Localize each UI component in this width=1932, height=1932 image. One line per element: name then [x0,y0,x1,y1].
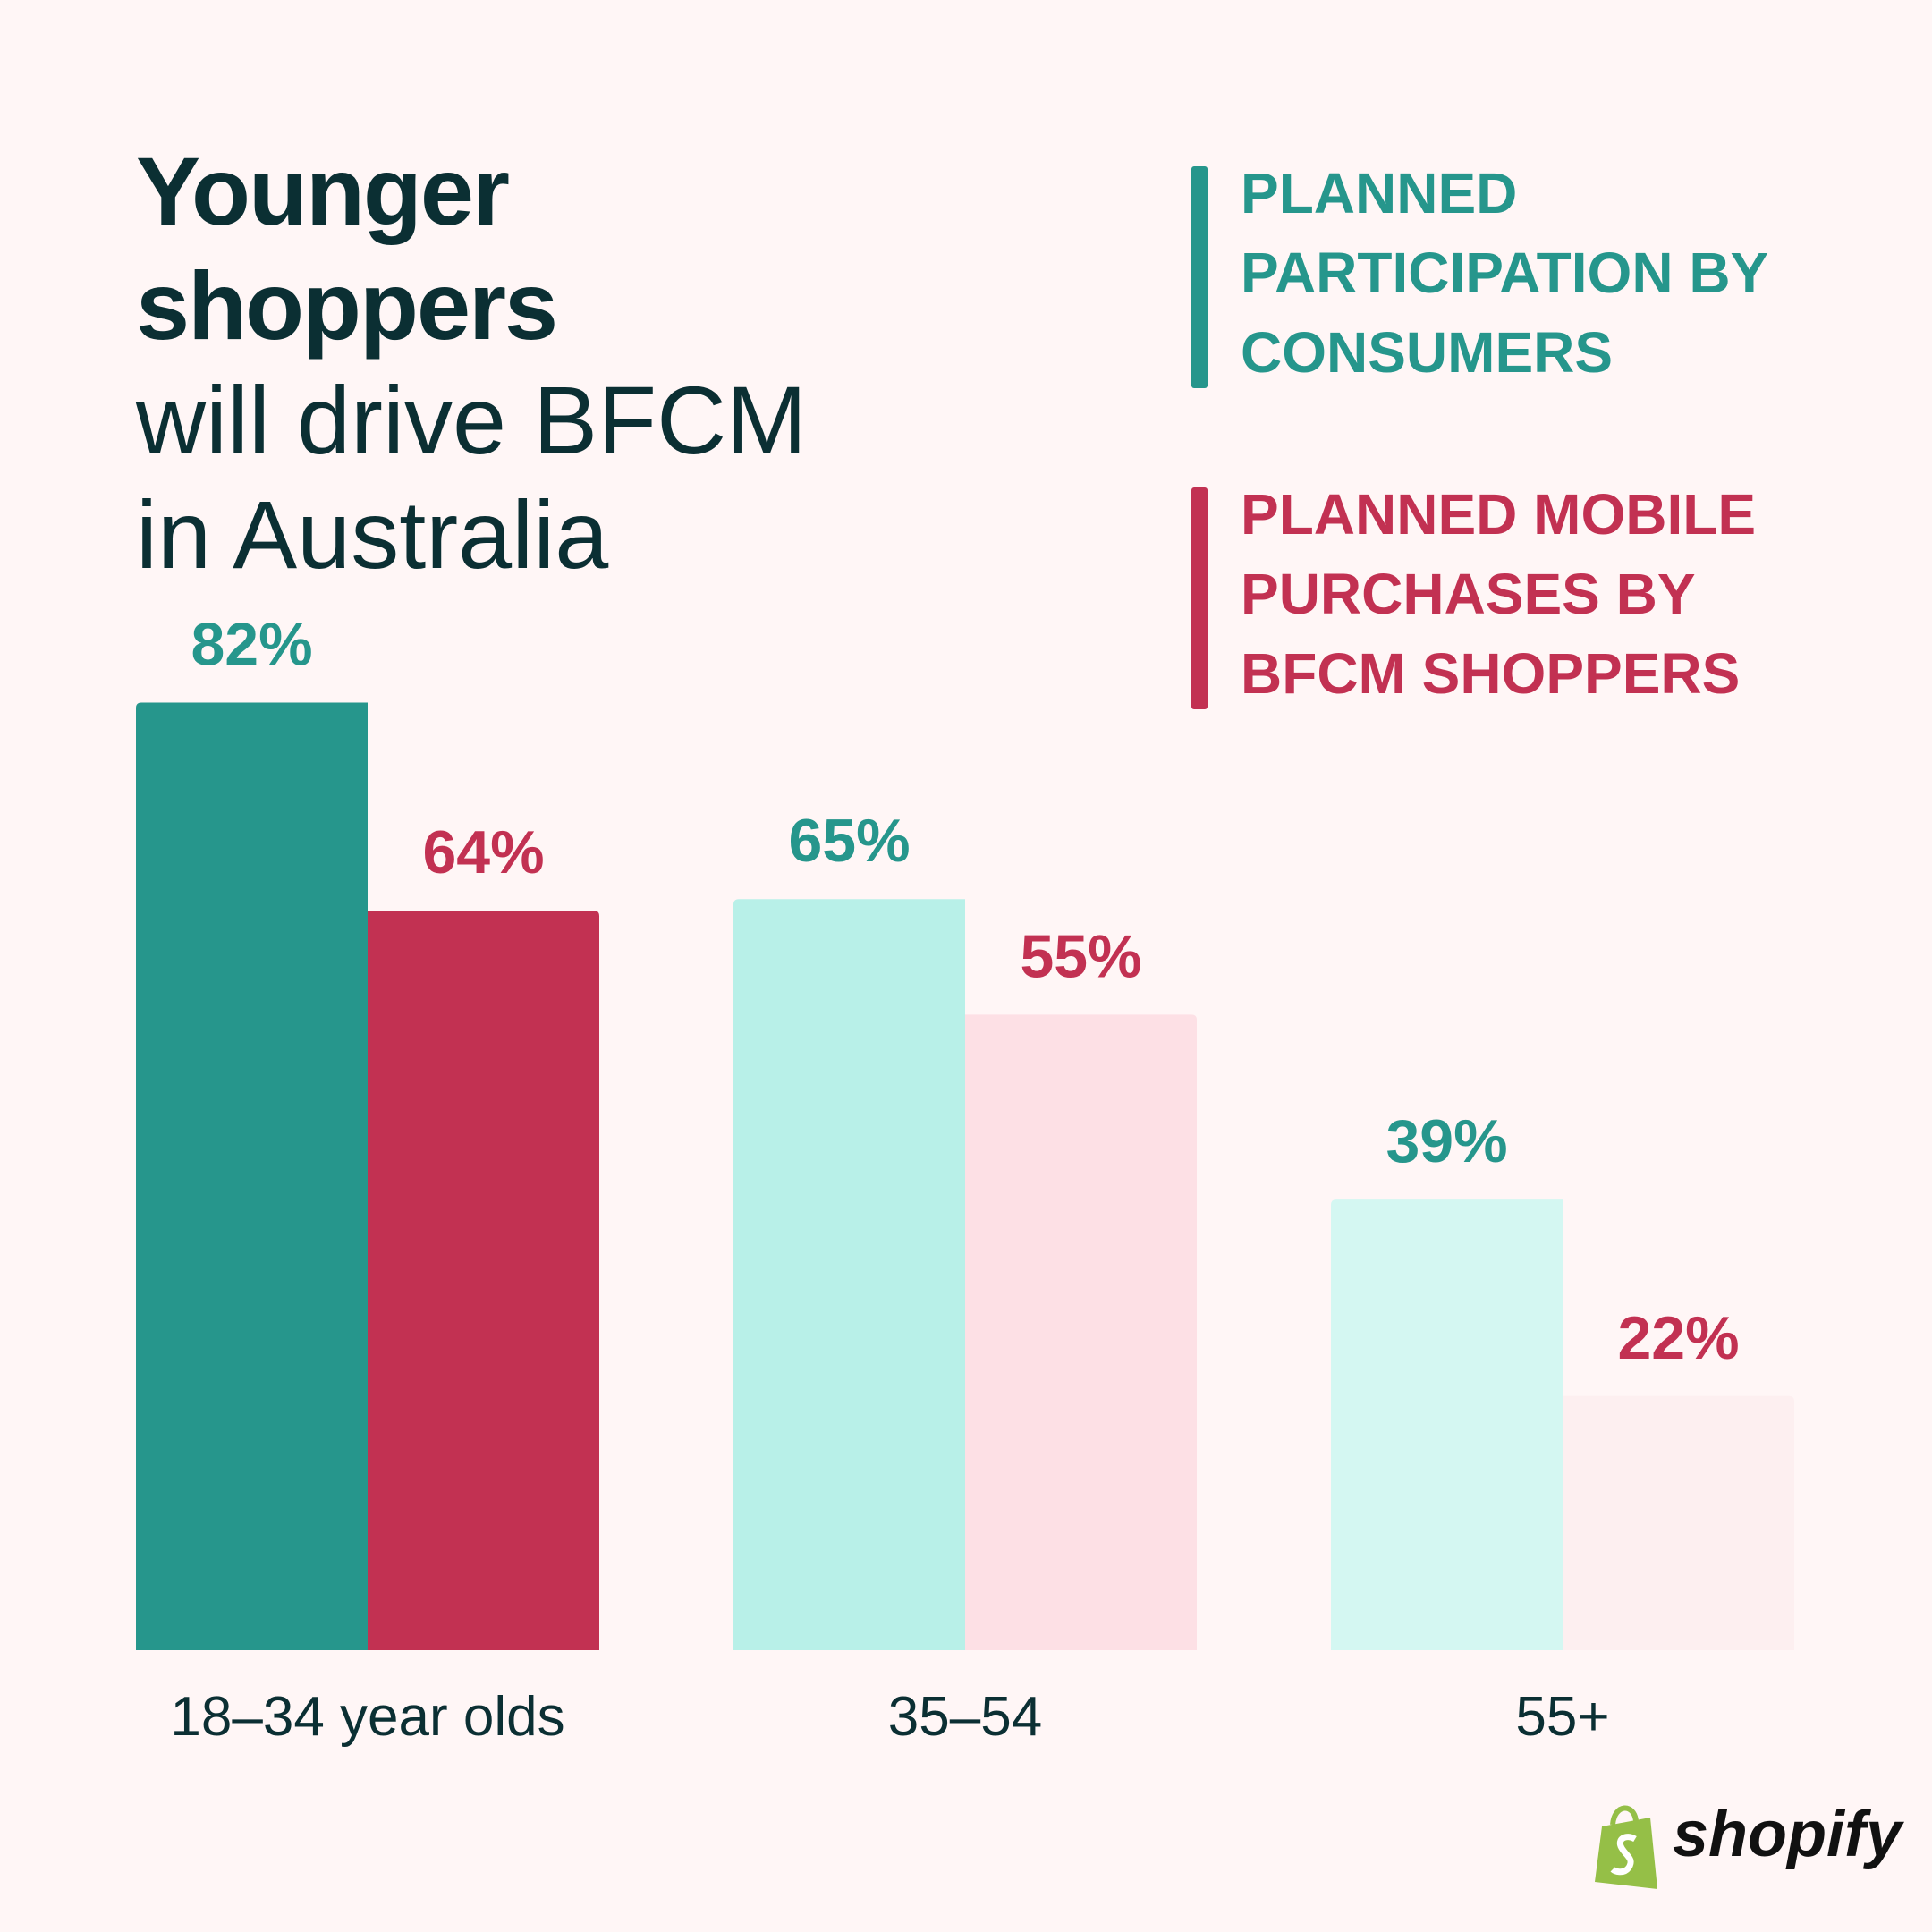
value-label: 55% [1020,922,1141,990]
brand-logo: shopify [1673,1799,1902,1870]
logo-icon [1595,1805,1657,1889]
legend-label: PLANNED MOBILE PURCHASES BY BFCM SHOPPER… [1241,482,1756,706]
bar [733,899,965,1650]
bar [136,702,368,1650]
legend-label: PLANNED PARTICIPATION BY CONSUMERS [1241,161,1768,385]
x-tick-label: 18–34 year olds [170,1686,564,1748]
x-tick-label: 35–54 [888,1686,1042,1748]
value-label: 65% [788,807,910,875]
value-label: 82% [191,611,312,679]
legend-swatch [1191,166,1208,388]
legend-swatch [1191,487,1208,709]
chart-title: Younger shoppers [136,137,558,360]
value-label: 22% [1617,1304,1739,1372]
value-label: 64% [422,818,544,886]
bar [1331,1199,1563,1650]
chart-subtitle: will drive BFCM in Australia [136,366,808,589]
title-block: Younger shoppers will drive BFCM in Aust… [136,134,869,592]
x-tick-label: 55+ [1515,1686,1609,1748]
bar [965,1014,1197,1650]
value-label: 39% [1385,1107,1507,1175]
bar [368,911,599,1650]
bar [1563,1395,1794,1650]
